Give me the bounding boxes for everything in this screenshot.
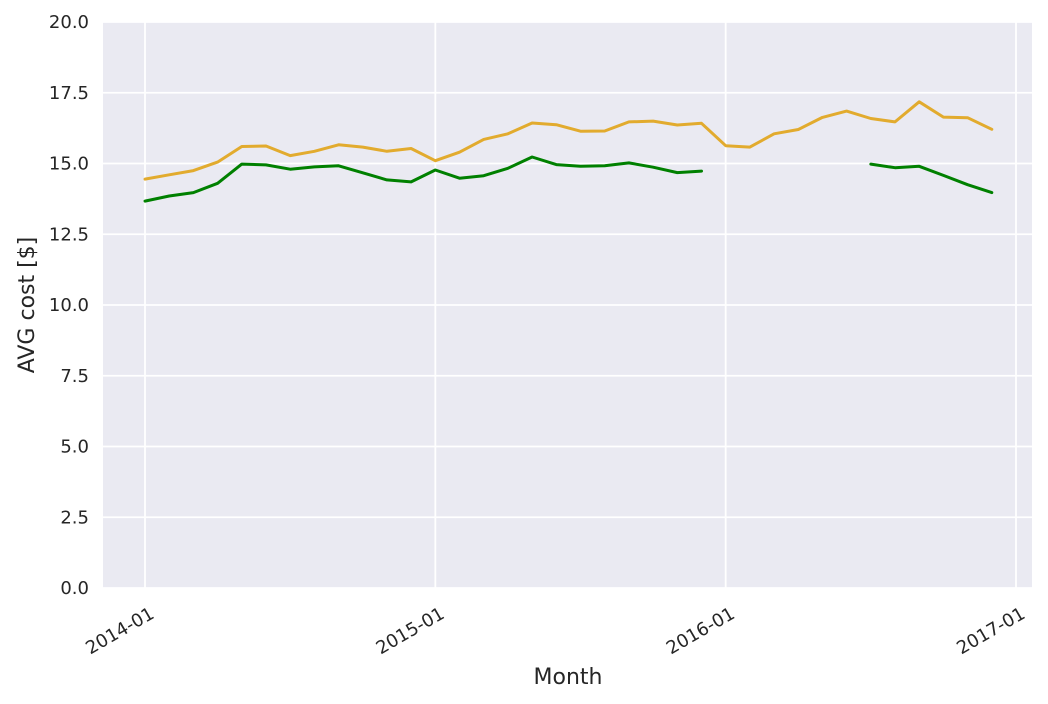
y-axis-label: AVG cost [$] [15, 237, 40, 374]
x-axis-ticks: 2014-01 2015-01 2016-01 2017-01 [82, 603, 1029, 659]
x-tick-label: 2014-01 [82, 603, 158, 659]
series-line-1 [143, 100, 994, 181]
y-tick-label: 7.5 [60, 366, 89, 387]
y-tick-label: 20.0 [49, 12, 89, 33]
y-tick-label: 5.0 [60, 437, 89, 458]
grid-lines [103, 21, 1032, 589]
series-line-2 [143, 155, 994, 203]
y-tick-label: 15.0 [49, 154, 89, 175]
x-tick-label: 2015-01 [373, 603, 449, 659]
y-tick-label: 12.5 [49, 224, 89, 245]
y-tick-label: 10.0 [49, 295, 89, 316]
x-tick-label: 2017-01 [953, 603, 1029, 659]
x-tick-label: 2016-01 [663, 603, 739, 659]
x-axis-label: Month [534, 665, 603, 690]
series-lines [143, 100, 994, 203]
y-tick-label: 17.5 [49, 83, 89, 104]
y-tick-label: 2.5 [60, 507, 89, 528]
y-tick-label: 0.0 [60, 578, 89, 599]
y-axis-ticks: 0.0 2.5 5.0 7.5 10.0 12.5 15.0 17.5 20.0 [49, 12, 89, 599]
